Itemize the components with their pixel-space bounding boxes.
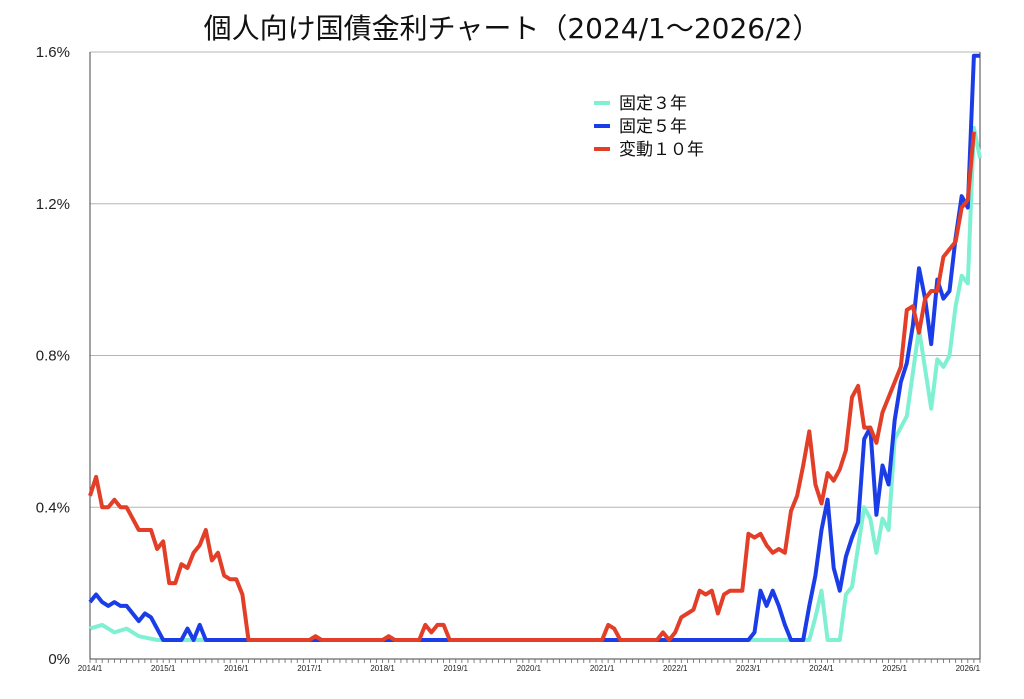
x-tick-label: 2018/1: [370, 664, 395, 673]
x-tick-label: 2026/1: [956, 664, 981, 673]
legend-label: 変動１０年: [619, 140, 704, 160]
x-tick-label: 2019/1: [444, 664, 469, 673]
grid-lines: [90, 51, 980, 508]
x-tick-label: 2024/1: [809, 664, 834, 673]
y-tick-label: 1.2%: [36, 196, 70, 213]
y-tick-label: 0%: [48, 651, 70, 668]
y-tick-label: 1.6%: [36, 44, 70, 61]
legend-label: 固定５年: [619, 117, 687, 137]
x-tick-label: 2014/1: [78, 664, 103, 673]
y-tick-label: 0.4%: [36, 499, 70, 516]
y-tick-labels: 0% 0.4% 0.8% 1.2% 1.6%: [36, 44, 70, 668]
x-tick-labels: 2014/1 2015/1 2016/1 2017/1 2018/1 2019/1 2020…: [78, 664, 981, 673]
x-tick-label: 2021/1: [590, 664, 615, 673]
series-line-1: [88, 53, 980, 642]
legend-label: 固定３年: [619, 94, 687, 114]
chart-title: 個人向け国債金利チャート（2024/1〜2026/2）: [204, 12, 821, 45]
series-line-0: [89, 125, 982, 642]
x-tick-label: 2023/1: [736, 664, 761, 673]
y-tick-label: 0.8%: [36, 348, 70, 365]
x-tick-label: 2022/1: [663, 664, 688, 673]
x-tick-label: 2016/1: [224, 664, 249, 673]
series-line-2: [88, 131, 976, 642]
x-tick-label: 2020/1: [517, 664, 542, 673]
x-tick-label: 2015/1: [151, 664, 176, 673]
x-tick-label: 2017/1: [297, 664, 322, 673]
series-lines: [88, 53, 982, 642]
x-tick-label: 2025/1: [882, 664, 907, 673]
